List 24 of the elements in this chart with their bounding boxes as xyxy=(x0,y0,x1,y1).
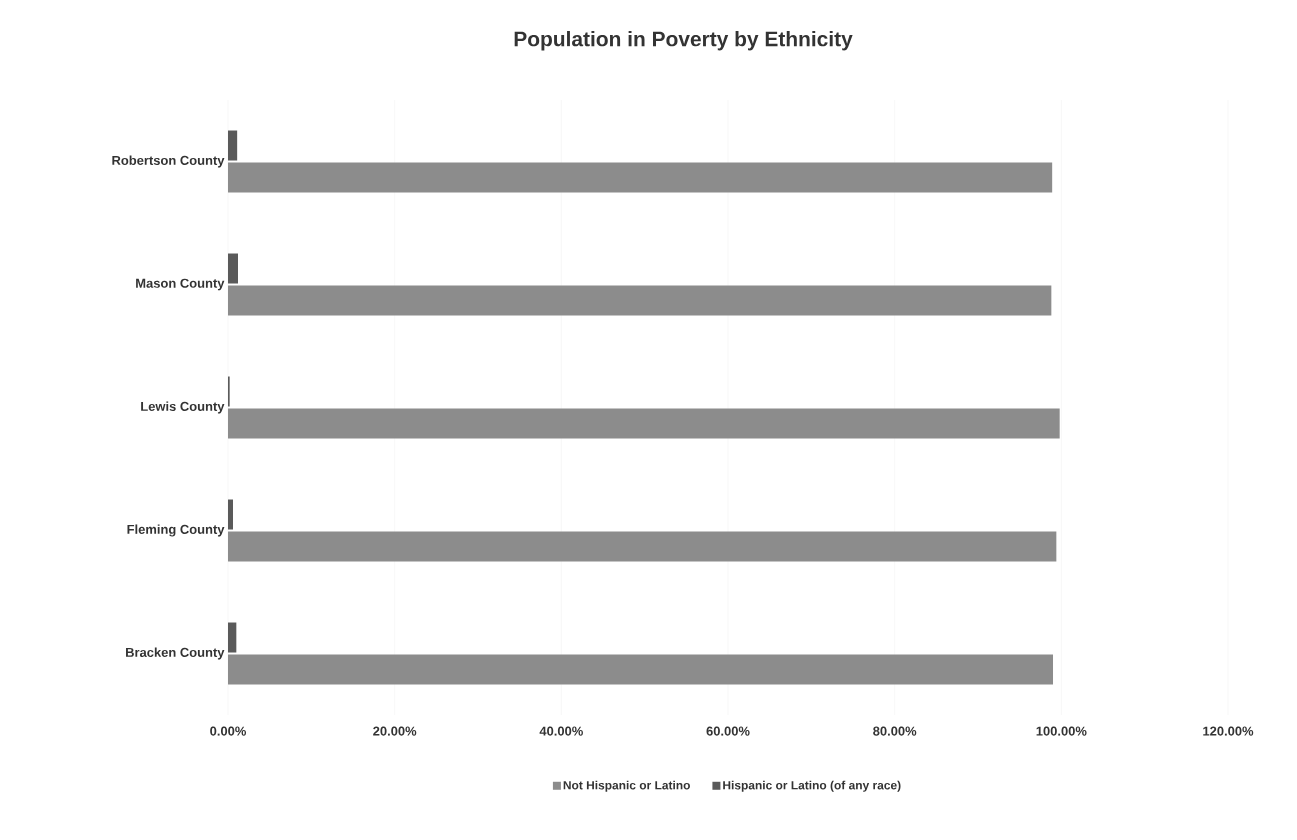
bar xyxy=(228,654,1054,685)
chart-title: Population in Poverty by Ethnicity xyxy=(514,31,853,51)
x-tick-label: 120.00% xyxy=(1203,726,1254,736)
y-tick-label: Mason County xyxy=(136,278,225,291)
bar xyxy=(228,499,233,530)
y-tick-label: Robertson County xyxy=(112,155,225,168)
bar xyxy=(228,408,1060,439)
bar xyxy=(228,253,238,284)
x-tick-label: 80.00% xyxy=(873,726,917,736)
x-tick-label: 20.00% xyxy=(373,726,417,736)
bar xyxy=(228,622,237,653)
x-tick-label: 40.00% xyxy=(539,726,583,736)
x-tick-label: 100.00% xyxy=(1036,726,1087,736)
x-tick-label: 60.00% xyxy=(706,726,750,736)
bar xyxy=(228,162,1053,193)
y-tick-label: Bracken County xyxy=(126,647,225,660)
y-tick-label: Fleming County xyxy=(127,524,225,537)
y-tick-label: Lewis County xyxy=(141,401,225,414)
bar xyxy=(228,130,238,161)
legend-label: Not Hispanic or Latino xyxy=(563,780,690,792)
legend-label: Hispanic or Latino (of any race) xyxy=(723,780,901,792)
bar xyxy=(228,531,1057,562)
x-tick-label: 0.00% xyxy=(210,726,247,736)
bar xyxy=(228,285,1052,316)
